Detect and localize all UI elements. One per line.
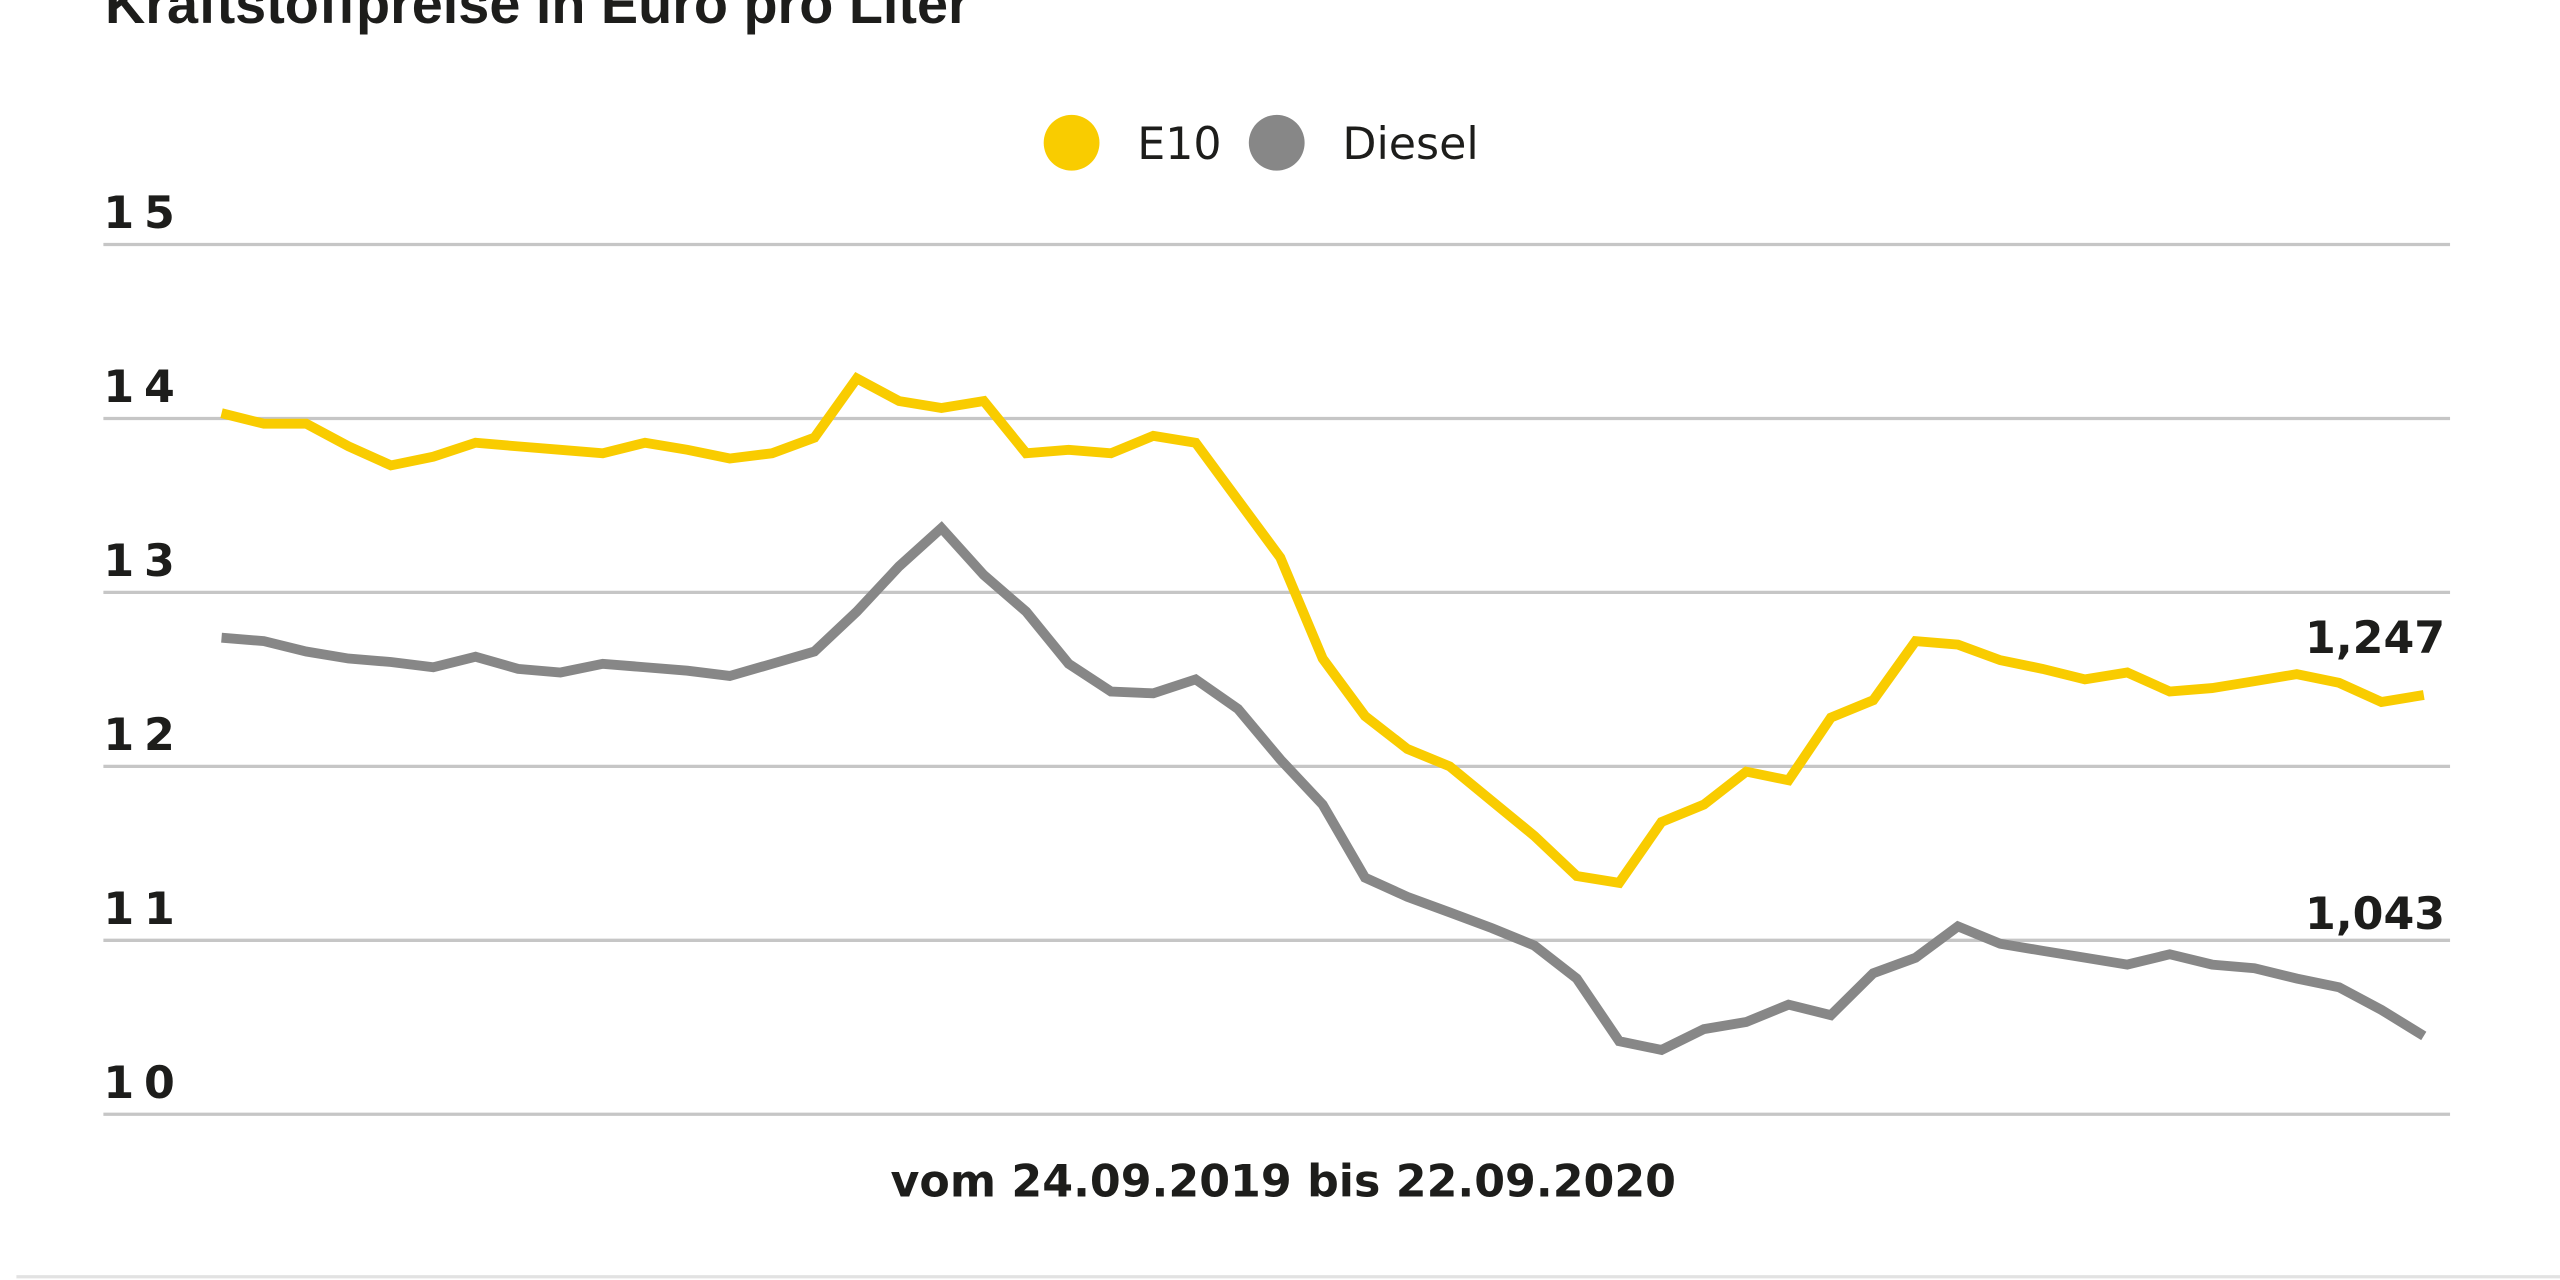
legend: E10 Diesel <box>1043 114 1479 171</box>
legend-label-e10: E10 <box>1137 119 1221 170</box>
y-axis-ticks: 15 14 13 12 11 10 <box>103 188 184 1109</box>
y-tick-label: 11 <box>103 884 184 935</box>
end-label-e10: 1,247 <box>2305 613 2445 664</box>
y-tick-label: 10 <box>103 1058 184 1109</box>
legend-marker-e10 <box>1043 114 1100 171</box>
legend-marker-diesel <box>1248 114 1305 171</box>
series-lines <box>220 372 2427 1056</box>
y-tick-label: 12 <box>103 710 184 761</box>
series-line-diesel <box>221 521 2427 1056</box>
x-axis-label: vom 24.09.2019 bis 22.09.2020 <box>891 1156 1676 1207</box>
y-tick-label: 15 <box>103 188 184 239</box>
end-label-diesel: 1,043 <box>2305 889 2445 940</box>
legend-label-diesel: Diesel <box>1342 119 1478 170</box>
y-tick-label: 13 <box>103 536 184 587</box>
series-line-e10 <box>220 372 2425 889</box>
y-tick-label: 14 <box>103 362 184 413</box>
gridlines <box>103 242 2451 1116</box>
chart-title: Kraftstoffpreise in Euro pro Liter <box>105 0 970 35</box>
